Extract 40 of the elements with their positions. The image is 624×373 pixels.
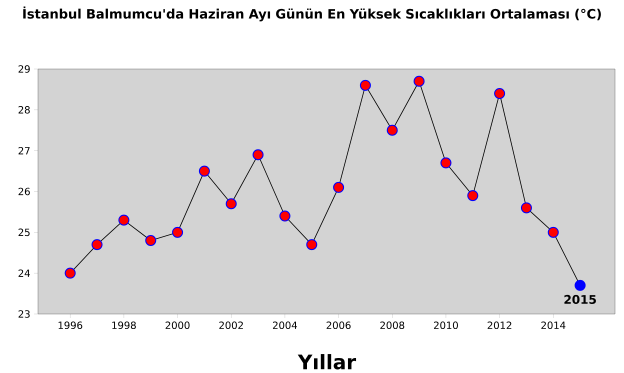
point <box>64 268 76 279</box>
point <box>279 210 290 222</box>
y-tick-label: 23 <box>18 310 30 318</box>
annotation: 2015 <box>564 294 596 304</box>
point <box>92 239 103 250</box>
x-tick-label: 2008 <box>380 321 404 330</box>
x-tick-label: 1998 <box>112 321 136 330</box>
point <box>360 80 371 91</box>
point <box>548 226 559 238</box>
y-tick-label: 26 <box>18 188 30 196</box>
y-tick-label: 25 <box>18 228 30 236</box>
x-tick-label: 2000 <box>166 321 190 330</box>
x-tick-label: 2002 <box>219 321 243 330</box>
point <box>252 149 264 160</box>
point <box>520 202 532 214</box>
point <box>226 198 237 210</box>
x-tick-label: 1996 <box>58 321 82 330</box>
point <box>172 226 184 238</box>
y-tick-label: 29 <box>18 65 30 73</box>
x-tick-label: 2004 <box>272 321 298 330</box>
point <box>145 235 156 246</box>
point <box>440 157 452 168</box>
y-tick-label: 27 <box>18 146 30 154</box>
x-axis-title: Yıllar <box>298 354 356 370</box>
y-tick-label: 24 <box>18 269 30 277</box>
x-tick-label: 2006 <box>326 321 351 330</box>
point <box>118 214 130 226</box>
point <box>467 190 478 202</box>
point <box>386 124 398 136</box>
point <box>333 182 344 193</box>
point <box>198 166 210 177</box>
x-tick-label: 2014 <box>541 321 566 330</box>
point <box>494 88 506 100</box>
y-tick-label: 28 <box>18 106 30 114</box>
point <box>574 280 586 291</box>
point <box>306 239 318 250</box>
point <box>414 76 425 87</box>
x-tick-label: 2010 <box>434 321 458 330</box>
chart-title: İstanbul Balmumcu'da Haziran Ayı Günün En Yüksek Sıcaklıkları Ortalaması (°C) <box>23 6 601 22</box>
x-tick-label: 2012 <box>488 321 512 330</box>
